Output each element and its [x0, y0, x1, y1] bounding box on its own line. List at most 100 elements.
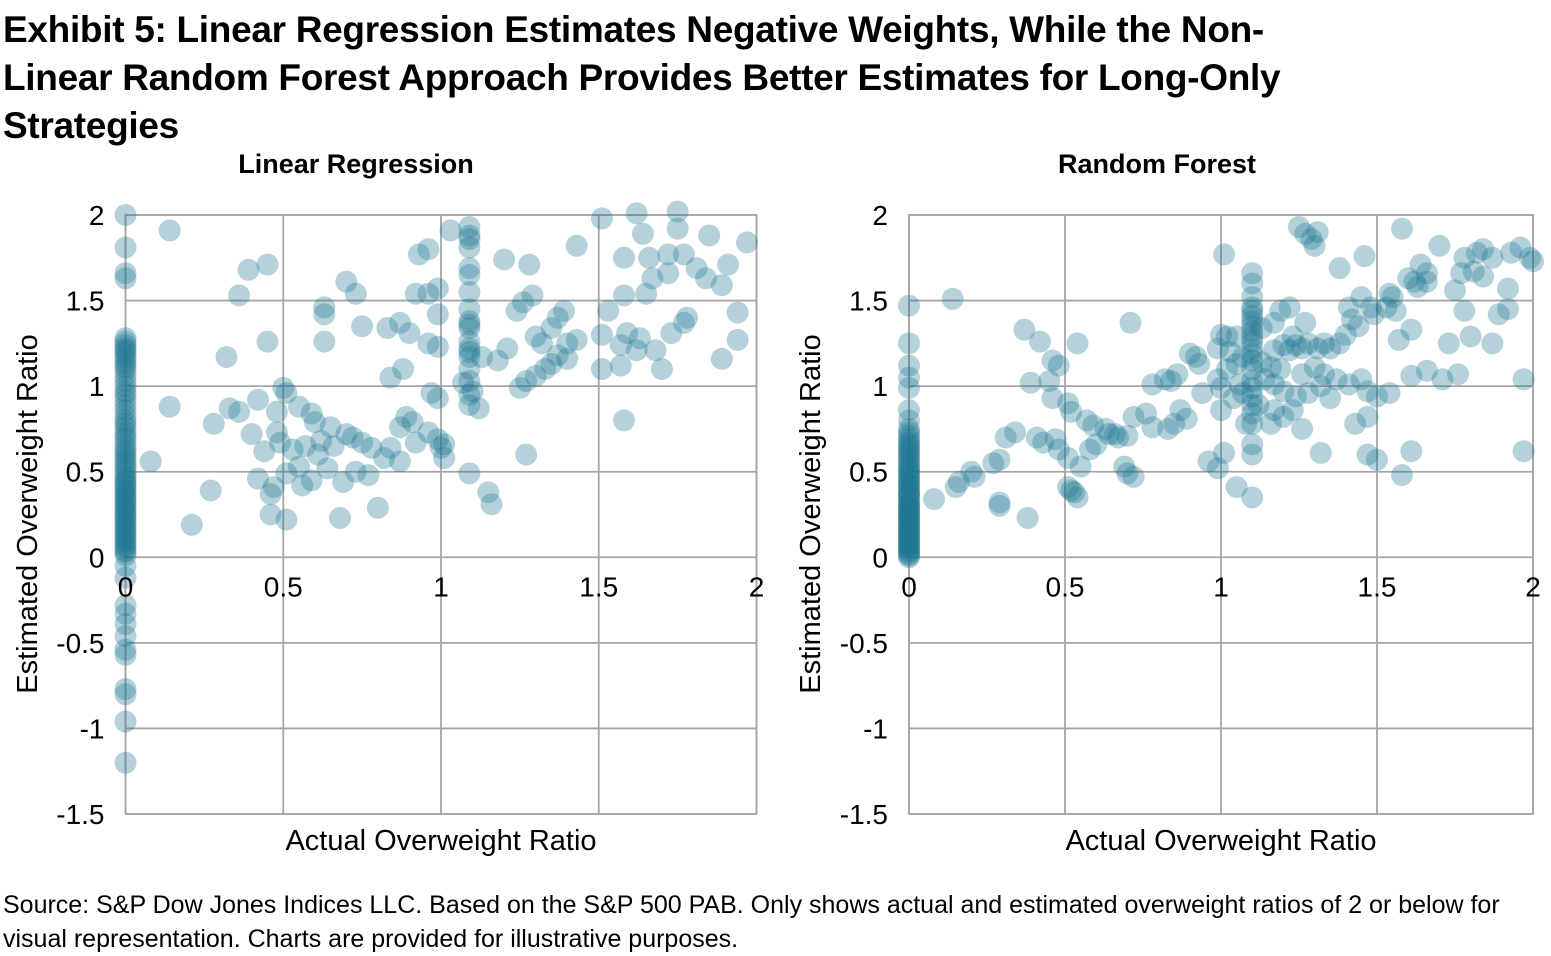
- scatter-point: [344, 282, 367, 305]
- scatter-point: [1107, 426, 1129, 449]
- scatter-point: [404, 282, 427, 305]
- scatter-point: [376, 317, 399, 339]
- scatter-point: [417, 332, 440, 355]
- scatter-point: [1231, 346, 1254, 368]
- scatter-point: [458, 346, 481, 368]
- scatter-point: [672, 243, 695, 266]
- scatter-point: [1381, 286, 1404, 309]
- scatter-point: [114, 236, 137, 259]
- scatter-point: [1397, 267, 1420, 290]
- scatter-point: [1225, 325, 1248, 348]
- scatter-point: [1241, 342, 1264, 365]
- scatter-point: [114, 529, 137, 552]
- scatter-point: [726, 328, 749, 351]
- scatter-point: [1406, 275, 1429, 298]
- exhibit-title-line-3: Strategies: [3, 105, 179, 146]
- scatter-point: [515, 370, 538, 392]
- scatter-point: [1356, 405, 1379, 428]
- scatter-point: [366, 496, 389, 519]
- scatter-point: [1185, 346, 1207, 368]
- scatter-point: [898, 505, 920, 528]
- y-tick-label: 0: [89, 542, 105, 573]
- scatter-point: [332, 471, 355, 493]
- scatter-point: [1013, 318, 1036, 341]
- scatter-point: [898, 500, 920, 523]
- scatter-point: [898, 472, 920, 495]
- scatter-point: [898, 354, 920, 377]
- scatter-point: [898, 534, 920, 557]
- x-tick-label: 1: [1213, 571, 1229, 602]
- scatter-point: [218, 397, 241, 420]
- scatter-point: [139, 450, 162, 473]
- scatter-point: [240, 423, 263, 446]
- scatter-point: [613, 246, 635, 269]
- scatter-point: [1391, 217, 1413, 240]
- scatter-point: [1259, 412, 1282, 435]
- scatter-point: [322, 435, 345, 457]
- scatter-point: [1057, 447, 1080, 469]
- scatter-point: [300, 402, 323, 425]
- scatter-point: [1378, 282, 1401, 305]
- scatter-point: [114, 472, 137, 495]
- scatter-point: [114, 638, 137, 661]
- plot-border: [124, 214, 758, 815]
- scatter-point: [493, 248, 516, 271]
- scatter-point: [644, 339, 667, 362]
- scatter-point: [898, 483, 920, 505]
- scatter-point: [1481, 332, 1504, 355]
- scatter-point: [1219, 340, 1242, 363]
- scatter-point: [114, 683, 137, 706]
- scatter-point: [1400, 318, 1423, 341]
- scatter-point: [1263, 373, 1285, 396]
- scatter-point: [898, 448, 920, 471]
- scatter-point: [114, 356, 137, 379]
- scatter-point: [288, 395, 310, 418]
- scatter-point: [114, 566, 137, 589]
- scatter-point: [1216, 358, 1239, 380]
- scatter-point: [1241, 262, 1264, 285]
- y-tick-label: -1.5: [840, 799, 888, 830]
- scatter-point: [1306, 337, 1329, 360]
- scatter-point: [114, 334, 137, 357]
- y-tick-label: 0.5: [849, 457, 888, 488]
- scatter-point: [1378, 382, 1401, 404]
- scatter-point: [1278, 296, 1301, 319]
- y-tick-label: 0.5: [66, 457, 105, 488]
- scatter-point: [1453, 299, 1476, 322]
- scatter-point: [531, 332, 553, 355]
- scatter-point: [898, 443, 920, 466]
- scatter-point: [114, 428, 137, 451]
- scatter-point: [329, 506, 351, 529]
- scatter-point: [114, 534, 137, 557]
- scatter-point: [1241, 376, 1264, 399]
- scatter-point: [114, 394, 137, 416]
- scatter-point: [988, 448, 1011, 471]
- scatter-point: [988, 491, 1011, 514]
- scatter-point: [1060, 400, 1083, 423]
- scatter-point: [114, 339, 137, 362]
- scatter-point: [1362, 303, 1385, 326]
- scatter-point: [710, 274, 733, 297]
- scatter-point: [1269, 358, 1292, 380]
- scatter-point: [1216, 325, 1239, 348]
- scatter-point: [215, 346, 238, 368]
- scatter-point: [439, 219, 462, 242]
- scatter-point: [1278, 339, 1301, 362]
- scatter-point: [1272, 334, 1295, 357]
- scatter-point: [1356, 443, 1379, 466]
- scatter-point: [1075, 409, 1098, 432]
- scatter-point: [114, 352, 137, 375]
- scatter-point: [461, 380, 484, 403]
- scatter-point: [335, 423, 358, 446]
- scatter-point: [1210, 323, 1232, 346]
- scatter-point: [417, 421, 440, 444]
- scatter-point: [1472, 265, 1495, 288]
- scatter-point: [1213, 441, 1236, 464]
- scatter-point: [625, 202, 648, 225]
- scatter-point: [1225, 352, 1248, 375]
- scatter-point: [1294, 311, 1317, 334]
- scatter-point: [265, 421, 288, 444]
- scatter-point: [407, 243, 430, 266]
- scatter-point: [202, 412, 225, 435]
- scatter-point: [1309, 441, 1332, 464]
